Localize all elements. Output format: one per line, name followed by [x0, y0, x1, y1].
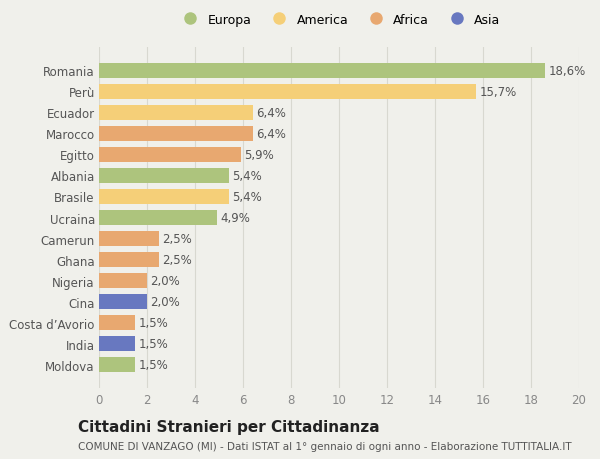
Bar — [99, 274, 147, 289]
Text: 6,4%: 6,4% — [256, 128, 286, 140]
Legend: Europa, America, Africa, Asia: Europa, America, Africa, Asia — [178, 14, 500, 27]
Text: 5,9%: 5,9% — [244, 149, 274, 162]
Bar — [99, 147, 241, 162]
Text: 1,5%: 1,5% — [139, 316, 169, 330]
Text: 4,9%: 4,9% — [220, 212, 250, 224]
Text: 18,6%: 18,6% — [549, 65, 586, 78]
Bar — [99, 336, 135, 352]
Text: 2,0%: 2,0% — [151, 296, 181, 308]
Text: 1,5%: 1,5% — [139, 358, 169, 371]
Bar — [99, 294, 147, 309]
Bar — [99, 84, 476, 100]
Bar — [99, 127, 253, 142]
Bar — [99, 211, 217, 225]
Text: COMUNE DI VANZAGO (MI) - Dati ISTAT al 1° gennaio di ogni anno - Elaborazione TU: COMUNE DI VANZAGO (MI) - Dati ISTAT al 1… — [78, 441, 572, 451]
Bar — [99, 190, 229, 205]
Bar — [99, 168, 229, 184]
Text: 5,4%: 5,4% — [232, 190, 262, 203]
Text: Cittadini Stranieri per Cittadinanza: Cittadini Stranieri per Cittadinanza — [78, 419, 380, 434]
Text: 2,5%: 2,5% — [163, 253, 193, 267]
Text: 2,5%: 2,5% — [163, 233, 193, 246]
Text: 15,7%: 15,7% — [479, 86, 517, 99]
Bar — [99, 64, 545, 79]
Bar — [99, 252, 159, 268]
Text: 2,0%: 2,0% — [151, 274, 181, 287]
Bar — [99, 231, 159, 246]
Text: 6,4%: 6,4% — [256, 106, 286, 120]
Bar — [99, 357, 135, 372]
Bar — [99, 315, 135, 330]
Text: 1,5%: 1,5% — [139, 337, 169, 350]
Text: 5,4%: 5,4% — [232, 169, 262, 183]
Bar — [99, 106, 253, 121]
